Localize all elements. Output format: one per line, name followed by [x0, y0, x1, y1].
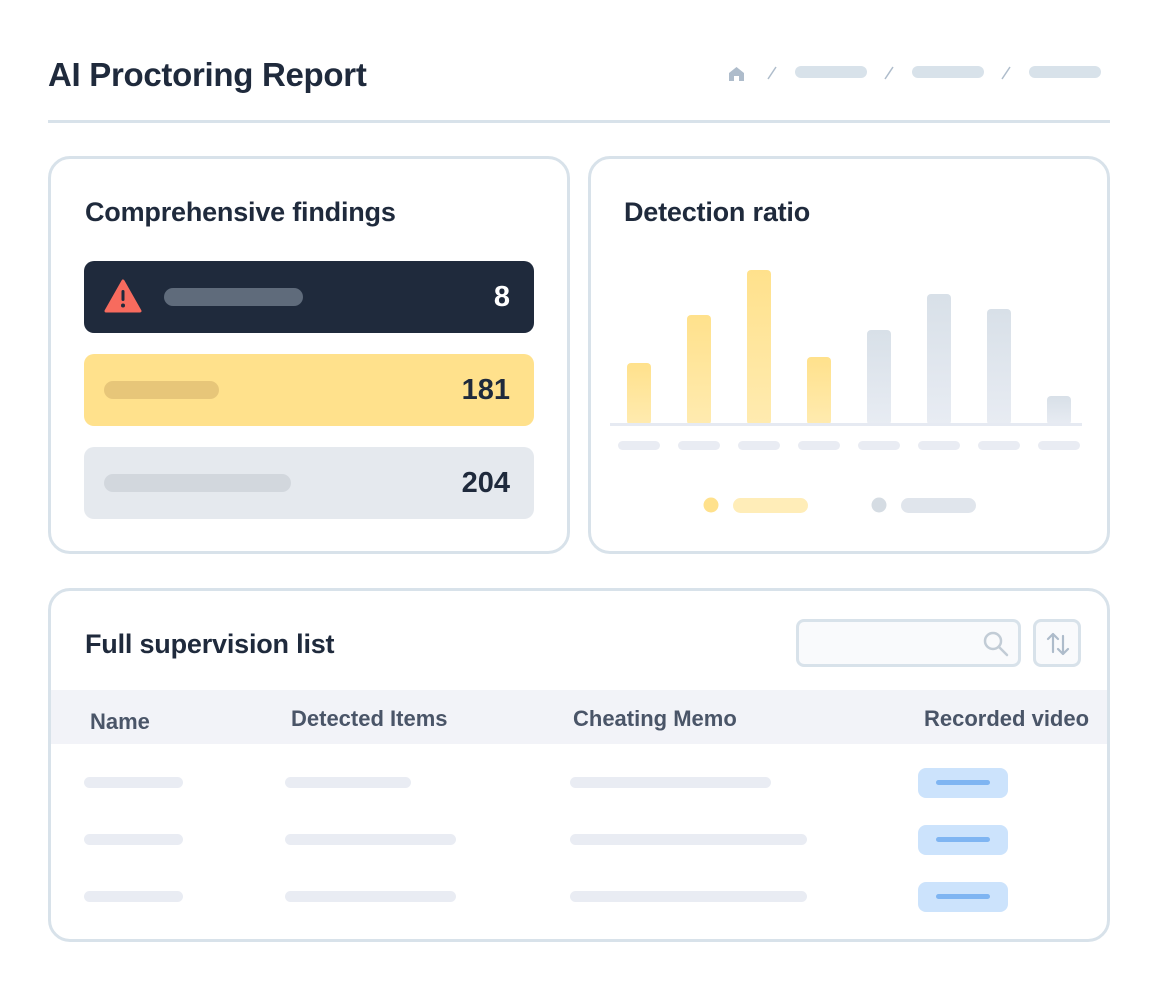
- x-tick-label: [798, 441, 840, 450]
- legend-dot-gray: [871, 497, 887, 513]
- video-button[interactable]: [918, 882, 1008, 912]
- breadcrumb-item[interactable]: [1029, 66, 1101, 78]
- cell-memo: [570, 777, 771, 788]
- cell-name: [84, 891, 183, 902]
- finding-count: 181: [461, 374, 510, 406]
- cell-name: [84, 777, 183, 788]
- x-tick-label: [738, 441, 780, 450]
- finding-count: 204: [461, 467, 510, 499]
- bar: [807, 357, 831, 425]
- bar: [867, 330, 891, 425]
- legend-label-gray[interactable]: [901, 498, 976, 513]
- sort-icon: [1046, 632, 1070, 656]
- cell-name: [84, 834, 183, 845]
- breadcrumb-item[interactable]: [912, 66, 984, 78]
- home-icon[interactable]: [728, 66, 745, 81]
- breadcrumb-item[interactable]: [795, 66, 867, 78]
- bar: [987, 309, 1011, 425]
- supervision-card: Full supervision list: [48, 588, 1110, 942]
- separator-icon: [884, 66, 894, 80]
- bar: [927, 294, 951, 425]
- cell-detected: [285, 834, 456, 845]
- finding-label: [104, 381, 219, 399]
- finding-label: [164, 288, 303, 306]
- detection-chart: [610, 270, 1082, 513]
- bar: [627, 363, 651, 425]
- sort-button[interactable]: [1033, 619, 1081, 667]
- x-tick-label: [618, 441, 660, 450]
- legend-label-yellow[interactable]: [733, 498, 808, 513]
- detection-card: Detection ratio: [588, 156, 1110, 554]
- bar: [1047, 396, 1071, 425]
- bar: [687, 315, 711, 425]
- divider: [48, 120, 1110, 123]
- warning-icon: [104, 279, 142, 313]
- legend-dot-yellow: [703, 497, 719, 513]
- findings-title: Comprehensive findings: [85, 197, 396, 227]
- page-title: AI Proctoring Report: [48, 56, 367, 93]
- finding-warning[interactable]: 181: [84, 354, 534, 426]
- column-header-detected-items[interactable]: Detected Items: [291, 706, 448, 731]
- list-title: Full supervision list: [85, 629, 335, 659]
- separator-icon: [1001, 66, 1011, 80]
- cell-detected: [285, 777, 411, 788]
- table-header: [51, 690, 1107, 744]
- finding-normal[interactable]: 204: [84, 447, 534, 519]
- cell-detected: [285, 891, 456, 902]
- bar: [747, 270, 771, 425]
- detection-title: Detection ratio: [624, 197, 811, 227]
- chart-baseline: [610, 423, 1082, 426]
- x-tick-label: [918, 441, 960, 450]
- column-header-recorded-video[interactable]: Recorded video: [924, 706, 1090, 731]
- x-tick-label: [1038, 441, 1080, 450]
- column-header-cheating-memo[interactable]: Cheating Memo: [573, 706, 737, 731]
- separator-icon: [767, 66, 777, 80]
- search-icon: [983, 631, 1009, 657]
- video-button[interactable]: [918, 825, 1008, 855]
- x-tick-label: [858, 441, 900, 450]
- finding-critical[interactable]: 8: [84, 261, 534, 333]
- findings-card: Comprehensive findings 8 181 204: [48, 156, 570, 554]
- x-tick-label: [678, 441, 720, 450]
- search-input[interactable]: [796, 619, 1021, 667]
- cell-memo: [570, 891, 807, 902]
- finding-count: 8: [493, 281, 510, 313]
- finding-label: [104, 474, 291, 492]
- cell-memo: [570, 834, 807, 845]
- video-button[interactable]: [918, 768, 1008, 798]
- x-tick-label: [978, 441, 1020, 450]
- column-header-name[interactable]: Name: [90, 709, 150, 734]
- breadcrumb: [728, 64, 1108, 84]
